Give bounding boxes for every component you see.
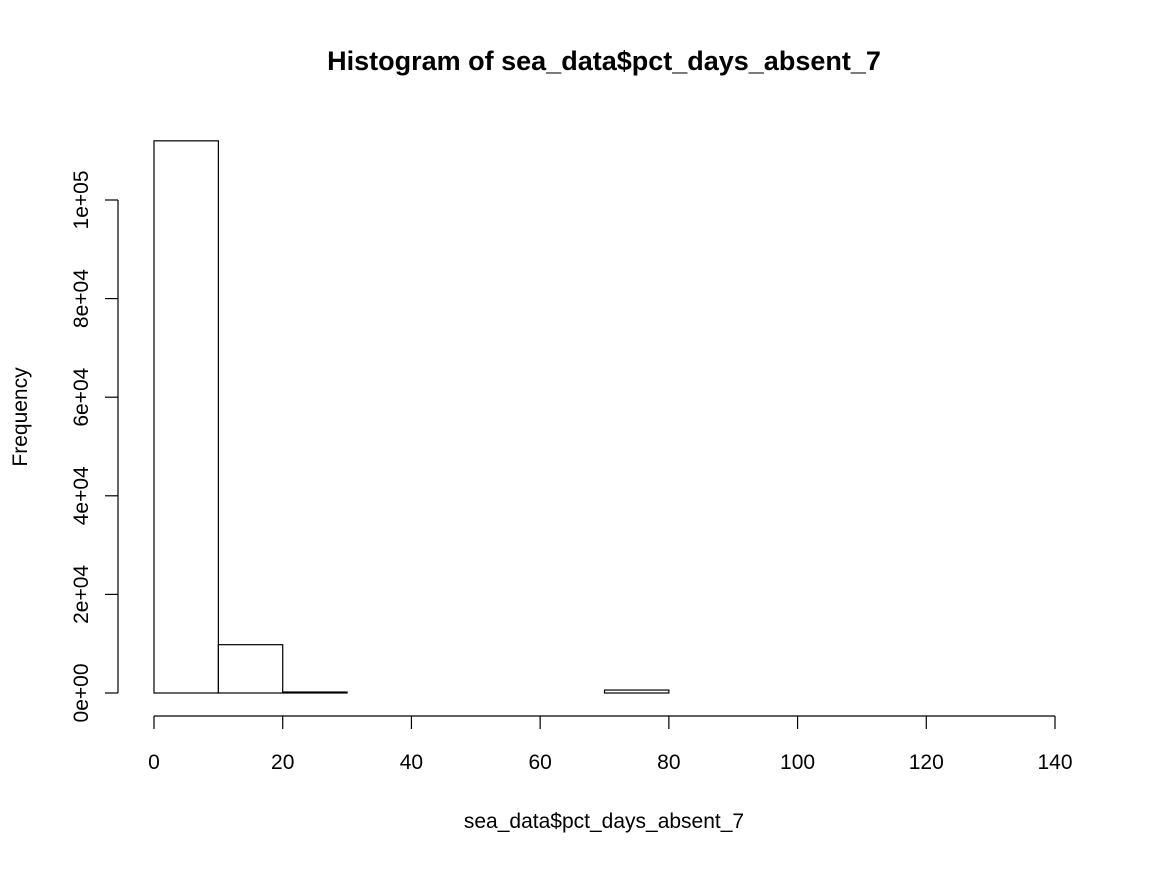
histogram-bars [153,140,670,694]
histogram-bar [603,689,670,694]
x-tick-label: 100 [780,751,815,774]
x-axis-label: sea_data$pct_days_absent_7 [464,810,744,833]
y-tick-label: 4e+04 [70,466,93,525]
histogram-bar [282,691,348,694]
y-tick-label: 1e+05 [70,171,93,230]
x-tick-label: 20 [271,751,294,774]
x-tick-label: 120 [909,751,944,774]
histogram-bar [217,644,284,694]
x-tick-label: 40 [400,751,423,774]
x-tick-label: 60 [528,751,551,774]
x-tick-label: 140 [1037,751,1072,774]
y-tick-label: 0e+00 [70,664,93,723]
x-tick-label: 0 [148,751,160,774]
x-axis: 0 20 40 60 80 100 120 140 [148,715,1073,774]
y-axis: 0e+00 2e+04 4e+04 6e+04 8e+04 1e+05 [70,171,119,723]
y-axis-label: Frequency [9,367,32,467]
y-tick-label: 2e+04 [70,565,93,624]
x-tick-label: 80 [657,751,680,774]
chart-title: Histogram of sea_data$pct_days_absent_7 [327,46,881,76]
y-tick-label: 8e+04 [70,269,93,328]
histogram-bar [153,140,219,694]
y-tick-label: 6e+04 [70,367,93,426]
